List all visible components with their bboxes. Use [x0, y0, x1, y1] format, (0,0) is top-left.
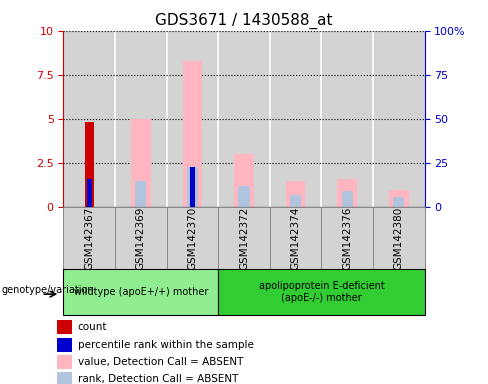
- Bar: [234, 154, 254, 207]
- Bar: [187, 167, 198, 207]
- Bar: [218, 31, 270, 207]
- Bar: [135, 181, 146, 207]
- Bar: [337, 179, 357, 207]
- Text: percentile rank within the sample: percentile rank within the sample: [78, 339, 254, 349]
- Text: GSM142380: GSM142380: [394, 207, 404, 270]
- Text: GSM142374: GSM142374: [290, 206, 301, 270]
- Bar: [63, 207, 115, 269]
- Bar: [270, 207, 322, 269]
- Bar: [115, 31, 166, 207]
- Text: apolipoprotein E-deficient
(apoE-/-) mother: apolipoprotein E-deficient (apoE-/-) mot…: [259, 281, 384, 303]
- Text: GSM142376: GSM142376: [342, 206, 352, 270]
- Bar: [342, 192, 353, 207]
- Bar: [322, 207, 373, 269]
- Bar: [63, 31, 115, 207]
- Bar: [58, 355, 72, 369]
- Bar: [322, 31, 373, 207]
- Bar: [183, 61, 202, 207]
- Text: wildtype (apoE+/+) mother: wildtype (apoE+/+) mother: [74, 287, 208, 297]
- Bar: [389, 190, 408, 207]
- Text: GSM142370: GSM142370: [187, 207, 198, 270]
- Bar: [166, 207, 218, 269]
- Text: genotype/variation: genotype/variation: [1, 285, 94, 295]
- Bar: [131, 119, 151, 207]
- Bar: [238, 186, 250, 207]
- Bar: [115, 207, 166, 269]
- Bar: [87, 179, 92, 207]
- Bar: [58, 320, 72, 334]
- Bar: [166, 31, 218, 207]
- Bar: [63, 269, 218, 315]
- Title: GDS3671 / 1430588_at: GDS3671 / 1430588_at: [155, 13, 333, 29]
- Bar: [58, 338, 72, 351]
- Text: count: count: [78, 322, 107, 332]
- Bar: [393, 197, 405, 207]
- Text: rank, Detection Call = ABSENT: rank, Detection Call = ABSENT: [78, 374, 238, 384]
- Bar: [58, 372, 72, 384]
- Text: GSM142372: GSM142372: [239, 206, 249, 270]
- Bar: [286, 181, 305, 207]
- Bar: [190, 167, 195, 207]
- Text: GSM142367: GSM142367: [84, 206, 94, 270]
- Bar: [290, 195, 301, 207]
- Bar: [218, 269, 425, 315]
- Bar: [84, 122, 94, 207]
- Bar: [373, 207, 425, 269]
- Bar: [373, 31, 425, 207]
- Bar: [270, 31, 322, 207]
- Bar: [218, 207, 270, 269]
- Text: GSM142369: GSM142369: [136, 206, 146, 270]
- Text: value, Detection Call = ABSENT: value, Detection Call = ABSENT: [78, 357, 243, 367]
